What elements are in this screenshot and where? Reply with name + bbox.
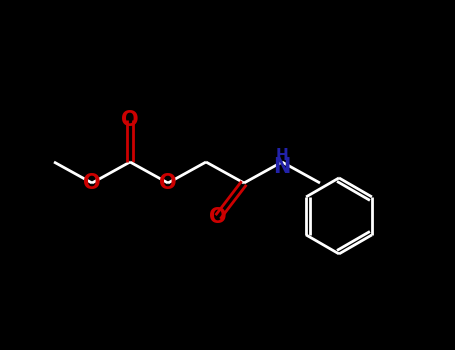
Text: O: O — [209, 207, 227, 227]
Text: O: O — [159, 173, 177, 193]
Text: O: O — [83, 173, 101, 193]
Text: N: N — [273, 157, 291, 177]
Text: O: O — [121, 110, 139, 130]
Text: H: H — [276, 148, 288, 163]
